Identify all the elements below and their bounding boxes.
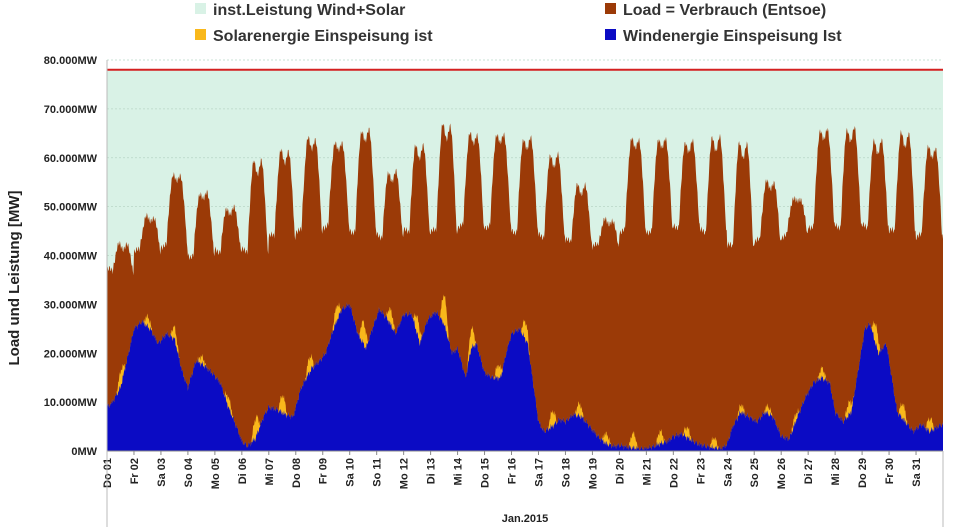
legend-swatch-load <box>605 3 616 14</box>
x-tick-label: Sa 24 <box>722 457 734 487</box>
legend-swatch-installed <box>195 3 206 14</box>
x-tick-label: Mo 26 <box>776 458 788 489</box>
x-tick-label: Do 08 <box>291 458 303 488</box>
x-tick-label: Mo 12 <box>399 458 411 489</box>
x-axis: Do 01 Fr 02 Sa 03 So 04 Mo 05 Di 06 Mi 07 Do 08… <box>102 451 923 489</box>
x-tick-label: So 18 <box>560 458 572 487</box>
x-tick-label: So 04 <box>183 457 195 487</box>
x-tick-label: Fr 30 <box>884 458 896 484</box>
y-tick-label: 30.000MW <box>44 299 98 311</box>
x-tick-label: So 11 <box>372 458 384 487</box>
y-tick-label: 0MW <box>71 446 97 458</box>
x-tick-label: Di 13 <box>426 458 438 484</box>
y-axis: 0MW 10.000MW 20.000MW 30.000MW 40.000MW 50.00… <box>44 55 98 458</box>
y-tick-label: 40.000MW <box>44 251 98 263</box>
y-axis-title: Load und Leistung [MW] <box>6 191 23 366</box>
x-tick-label: Sa 17 <box>533 458 545 487</box>
x-tick-label: Mi 28 <box>830 458 842 486</box>
wind-area <box>107 302 943 451</box>
y-tick-label: 20.000MW <box>44 348 98 360</box>
x-axis-month-label: Jan.2015 <box>502 513 548 525</box>
x-tick-label: Fr 02 <box>129 458 141 484</box>
x-tick-label: Do 15 <box>480 458 492 488</box>
x-tick-label: Sa 10 <box>345 458 357 487</box>
x-tick-label: Di 06 <box>237 458 249 484</box>
legend-label-wind: Windenergie Einspeisung Ist <box>623 28 842 45</box>
legend-swatch-solar <box>195 29 206 40</box>
y-tick-label: 60.000MW <box>44 153 98 165</box>
y-tick-label: 80.000MW <box>44 55 98 67</box>
x-tick-label: Di 27 <box>803 458 815 484</box>
x-tick-label: Fr 09 <box>318 458 330 484</box>
x-tick-label: Do 01 <box>102 458 114 488</box>
legend: inst.Leistung Wind+Solar Load = Verbrauc… <box>195 2 842 45</box>
y-tick-label: 70.000MW <box>44 104 98 116</box>
x-tick-label: Fr 16 <box>507 458 519 484</box>
legend-swatch-wind <box>605 29 616 40</box>
y-tick-label: 10.000MW <box>44 397 98 409</box>
x-tick-label: Mi 14 <box>453 457 465 485</box>
x-tick-label: Sa 03 <box>156 458 168 487</box>
x-tick-label: So 25 <box>749 458 761 487</box>
x-tick-label: Mo 19 <box>587 458 599 489</box>
x-tick-label: Sa 31 <box>911 458 923 487</box>
x-tick-label: Di 20 <box>614 458 626 484</box>
y-tick-label: 50.000MW <box>44 202 98 214</box>
legend-label-installed: inst.Leistung Wind+Solar <box>213 2 405 19</box>
legend-label-solar: Solarenergie Einspeisung ist <box>213 28 433 45</box>
x-tick-label: Mo 05 <box>210 458 222 489</box>
x-tick-label: Do 29 <box>857 458 869 488</box>
x-tick-label: Fr 23 <box>695 458 707 484</box>
x-tick-label: Mi 21 <box>641 458 653 486</box>
x-tick-label: Mi 07 <box>264 458 276 486</box>
x-tick-label: Do 22 <box>668 458 680 488</box>
legend-label-load: Load = Verbrauch (Entsoe) <box>623 2 826 19</box>
